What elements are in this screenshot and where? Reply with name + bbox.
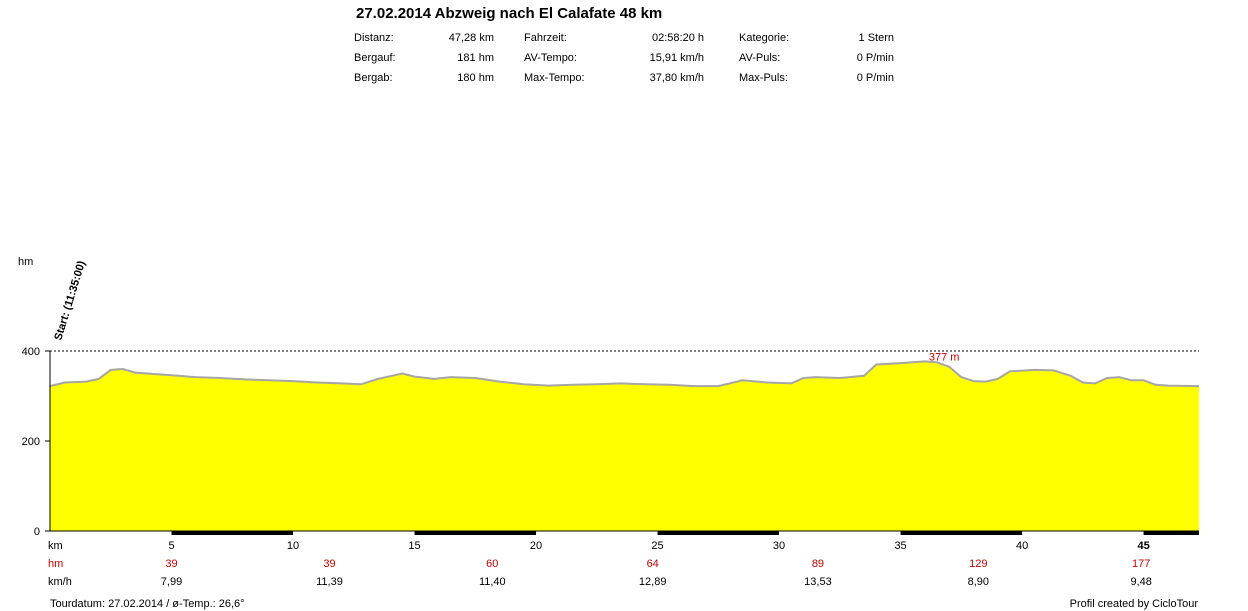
stat-bergauf-label: Bergauf:: [354, 52, 396, 64]
x-bar-segment-5: [171, 531, 294, 535]
stat-maxtempo-label: Max-Tempo:: [524, 72, 585, 84]
start-annotation: Start: (11:35:00): [52, 259, 88, 342]
stat-fahrzeit-label: Fahrzeit:: [524, 32, 567, 44]
stat-distanz-value: 47,28 km: [448, 32, 494, 44]
x-bar-segment-45: [1143, 531, 1199, 535]
x-tick-45: 45: [1137, 540, 1149, 552]
stat-avpuls-value: 0 P/min: [856, 52, 894, 64]
stat-maxpuls-label: Max-Puls:: [739, 72, 788, 84]
stat-bergauf-value: 181 hm: [457, 52, 494, 64]
x-tick-20: 20: [530, 540, 542, 552]
stat-maxtempo-value: 37,80 km/h: [649, 72, 704, 84]
stat-bergab-value: 180 hm: [457, 72, 494, 84]
x-tick-15: 15: [408, 540, 420, 552]
x-bar-segment-35: [900, 531, 1023, 535]
x-axis-label: km: [48, 540, 63, 552]
footer-credit: Profil created by CicloTour: [1069, 598, 1198, 610]
hm-value-1: 39: [323, 558, 335, 570]
hm-value-6: 177: [1132, 558, 1150, 570]
hm-value-2: 60: [486, 558, 498, 570]
chart-title: 27.02.2014 Abzweig nach El Calafate 48 k…: [356, 5, 663, 22]
hm-value-0: 39: [165, 558, 177, 570]
axis-ticks: 0 200 400 5 10 15 20 25 30 35 40 45: [22, 346, 1150, 552]
y-axis-label: hm: [18, 256, 33, 268]
hm-row-label: hm: [48, 558, 63, 570]
x-bar-segment-15: [414, 531, 537, 535]
stat-kategorie-label: Kategorie:: [739, 32, 790, 44]
footer-tour-info: Tourdatum: 27.02.2014 / ø-Temp.: 26,6°: [50, 598, 245, 610]
kmh-value-1: 11,39: [316, 576, 343, 588]
kmh-value-4: 13,53: [804, 576, 832, 588]
x-tick-5: 5: [168, 540, 174, 552]
kmh-value-5: 8,90: [968, 576, 989, 588]
stat-fahrzeit-value: 02:58:20 h: [652, 32, 704, 44]
x-tick-35: 35: [894, 540, 906, 552]
x-bar-segment-25: [657, 531, 780, 535]
stat-kategorie-value: 1 Stern: [858, 32, 894, 44]
stat-avtempo-label: AV-Tempo:: [524, 52, 577, 64]
stat-avpuls-label: AV-Puls:: [739, 52, 781, 64]
stat-maxpuls-value: 0 P/min: [856, 72, 894, 84]
hm-value-3: 64: [647, 558, 659, 570]
x-tick-10: 10: [287, 540, 299, 552]
hm-value-5: 129: [969, 558, 987, 570]
x-tick-40: 40: [1016, 540, 1028, 552]
y-tick-200: 200: [22, 436, 40, 448]
kmh-row-label: km/h: [48, 576, 72, 588]
x-axis-bar: [171, 531, 1199, 535]
x-tick-25: 25: [651, 540, 663, 552]
elevation-area: [50, 361, 1199, 531]
max-elevation-annotation: 377 m: [929, 351, 960, 363]
stat-distanz-label: Distanz:: [354, 32, 394, 44]
stat-bergab-label: Bergab:: [354, 72, 393, 84]
y-tick-400: 400: [22, 346, 40, 358]
hm-value-4: 89: [812, 558, 824, 570]
kmh-value-3: 12,89: [639, 576, 667, 588]
x-tick-30: 30: [773, 540, 785, 552]
kmh-value-6: 9,48: [1130, 576, 1151, 588]
bottom-value-rows: 39 39 60 64 89 129 177 7,99 11,39 11,40 12,89 13,53…: [161, 558, 1152, 588]
y-tick-0: 0: [34, 526, 40, 538]
kmh-value-0: 7,99: [161, 576, 182, 588]
stat-avtempo-value: 15,91 km/h: [649, 52, 704, 64]
elevation-line: [49, 360, 1200, 388]
kmh-value-2: 11,40: [479, 576, 506, 588]
